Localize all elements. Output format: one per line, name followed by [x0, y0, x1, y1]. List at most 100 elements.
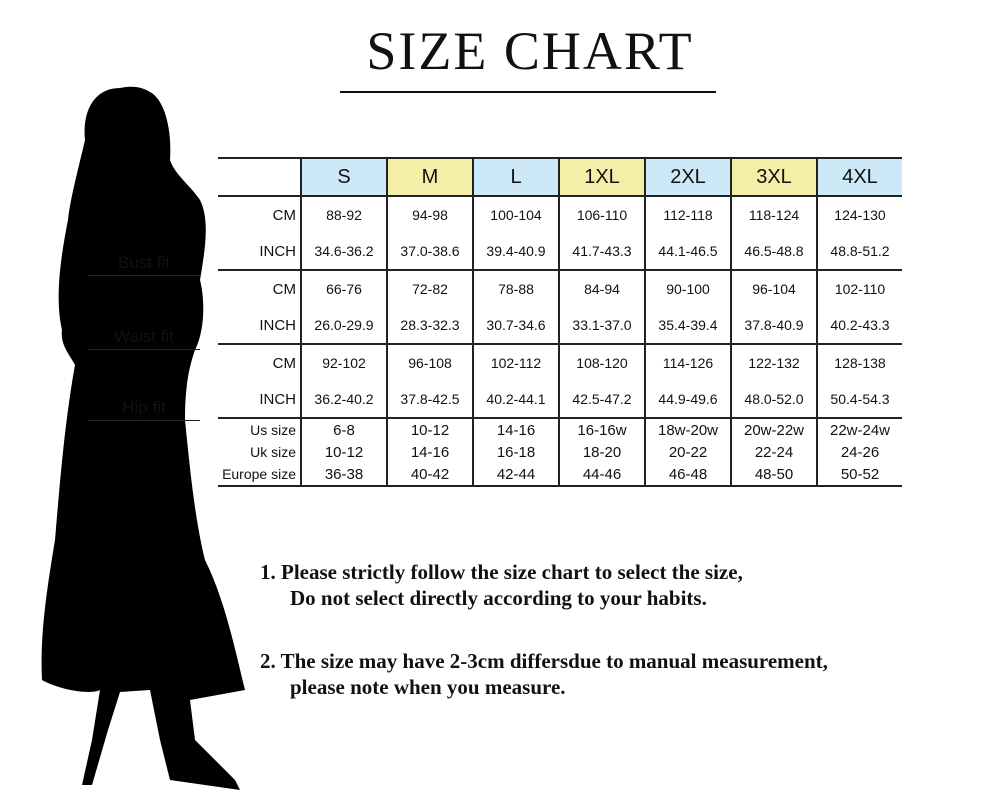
row-label: INCH: [218, 307, 301, 345]
table-cell: 24-26: [816, 441, 902, 463]
table-row: Europe size 36-38 40-42 42-44 44-46 46-48 48-5…: [218, 463, 902, 487]
table-cell: 66-76: [300, 270, 387, 307]
table-cell: 33.1-37.0: [558, 307, 645, 345]
row-label: CM: [272, 354, 296, 372]
row-label: INCH: [218, 233, 301, 271]
table-cell: 44-46: [558, 463, 645, 487]
row-label: CM: [272, 280, 296, 298]
table-cell: 106-110: [558, 196, 645, 233]
table-cell: 50-52: [816, 463, 902, 487]
table-cell: 22-24: [730, 441, 817, 463]
table-row: CM 92-102 96-108 102-112 108-120 114-126 122-1…: [218, 344, 902, 381]
size-header-2xl: 2XL: [644, 157, 731, 197]
table-cell: 30.7-34.6: [472, 307, 559, 345]
table-cell: 22w-24w: [816, 418, 902, 441]
table-cell: 10-12: [300, 441, 387, 463]
size-header-s: S: [300, 157, 387, 197]
row-label: Uk size: [250, 444, 296, 460]
size-table: S M L 1XL 2XL 3XL 4XL CM 88-92 94-98 100-104 106-11…: [218, 157, 902, 487]
table-cell: 44.9-49.6: [644, 381, 731, 419]
table-row: CM 88-92 94-98 100-104 106-110 112-118 118-124…: [218, 196, 902, 233]
table-cell: 48.0-52.0: [730, 381, 817, 419]
table-cell: 36-38: [300, 463, 387, 487]
table-cell: 102-110: [816, 270, 902, 307]
table-cell: 37.8-40.9: [730, 307, 817, 345]
table-cell: 122-132: [730, 344, 817, 381]
table-cell: 50.4-54.3: [816, 381, 902, 419]
table-cell: 14-16: [386, 441, 473, 463]
table-cell: 96-104: [730, 270, 817, 307]
table-cell: 100-104: [472, 196, 559, 233]
table-cell: 84-94: [558, 270, 645, 307]
size-header-l: L: [472, 157, 559, 197]
table-cell: 48.8-51.2: [816, 233, 902, 271]
table-cell: 20w-22w: [730, 418, 817, 441]
table-cell: 36.2-40.2: [300, 381, 387, 419]
table-cell: 14-16: [472, 418, 559, 441]
table-row: Us size 6-8 10-12 14-16 16-16w 18w-20w 20w-22w…: [218, 418, 902, 441]
table-cell: 44.1-46.5: [644, 233, 731, 271]
note-1-line-2: Do not select directly according to your…: [290, 586, 707, 610]
table-cell: 16-16w: [558, 418, 645, 441]
table-cell: 20-22: [644, 441, 731, 463]
waist-fit-label: Waist fit: [88, 327, 200, 350]
table-row: CM 66-76 72-82 78-88 84-94 90-100 96-104 102-11…: [218, 270, 902, 307]
size-header-1xl: 1XL: [558, 157, 645, 197]
table-cell: 78-88: [472, 270, 559, 307]
table-cell: 96-108: [386, 344, 473, 381]
table-cell: 40.2-43.3: [816, 307, 902, 345]
note-2-line-1: 2. The size may have 2-3cm differsdue to…: [260, 649, 828, 673]
table-cell: 118-124: [730, 196, 817, 233]
note-1-line-1: 1. Please strictly follow the size chart…: [260, 560, 743, 584]
table-cell: 102-112: [472, 344, 559, 381]
table-cell: 92-102: [300, 344, 387, 381]
table-row: INCH 36.2-40.2 37.8-42.5 40.2-44.1 42.5-47.2…: [218, 381, 902, 419]
woman-silhouette-image: [41, 86, 245, 791]
table-cell: 37.0-38.6: [386, 233, 473, 271]
table-row: INCH 34.6-36.2 37.0-38.6 39.4-40.9 41.7-43.3…: [218, 233, 902, 271]
note-1: 1. Please strictly follow the size chart…: [260, 559, 743, 611]
table-cell: 112-118: [644, 196, 731, 233]
table-cell: 42-44: [472, 463, 559, 487]
table-cell: 48-50: [730, 463, 817, 487]
table-cell: 88-92: [300, 196, 387, 233]
table-cell: 40-42: [386, 463, 473, 487]
table-cell: 40.2-44.1: [472, 381, 559, 419]
hip-fit-label: Hip fit: [88, 398, 200, 421]
bust-fit-label: Bust fit: [88, 253, 200, 276]
size-header-3xl: 3XL: [730, 157, 817, 197]
table-cell: 90-100: [644, 270, 731, 307]
size-header-m: M: [386, 157, 473, 197]
table-cell: 124-130: [816, 196, 902, 233]
header-row: S M L 1XL 2XL 3XL 4XL: [218, 157, 902, 197]
table-cell: 46.5-48.8: [730, 233, 817, 271]
table-cell: 10-12: [386, 418, 473, 441]
table-cell: 108-120: [558, 344, 645, 381]
table-cell: 41.7-43.3: [558, 233, 645, 271]
empty-header-cell: [218, 157, 301, 197]
table-cell: 114-126: [644, 344, 731, 381]
table-cell: 39.4-40.9: [472, 233, 559, 271]
title-underline: [340, 91, 716, 93]
note-2: 2. The size may have 2-3cm differsdue to…: [260, 648, 828, 700]
table-cell: 18-20: [558, 441, 645, 463]
note-2-line-2: please note when you measure.: [290, 675, 566, 699]
table-cell: 46-48: [644, 463, 731, 487]
table-cell: 42.5-47.2: [558, 381, 645, 419]
row-label: CM: [272, 206, 296, 224]
row-label: INCH: [218, 381, 301, 419]
table-cell: 37.8-42.5: [386, 381, 473, 419]
table-cell: 16-18: [472, 441, 559, 463]
table-cell: 94-98: [386, 196, 473, 233]
table-cell: 35.4-39.4: [644, 307, 731, 345]
table-cell: 6-8: [300, 418, 387, 441]
row-label: Europe size: [218, 463, 301, 487]
page-title: SIZE CHART: [366, 21, 694, 81]
table-cell: 28.3-32.3: [386, 307, 473, 345]
size-header-4xl: 4XL: [816, 157, 902, 197]
table-cell: 72-82: [386, 270, 473, 307]
table-cell: 26.0-29.9: [300, 307, 387, 345]
table-cell: 34.6-36.2: [300, 233, 387, 271]
table-cell: 18w-20w: [644, 418, 731, 441]
